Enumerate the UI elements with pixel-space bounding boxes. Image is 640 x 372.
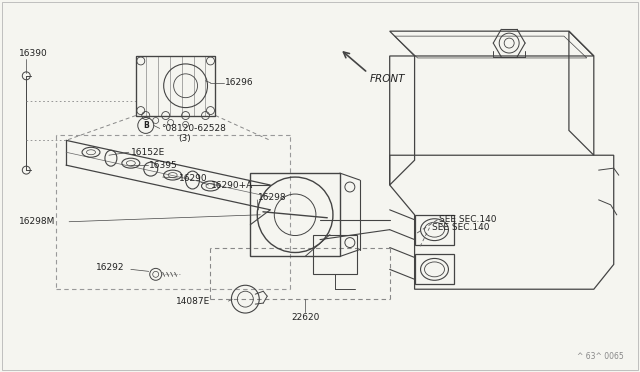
- Text: (3): (3): [179, 134, 191, 143]
- Text: 14087E: 14087E: [175, 296, 210, 306]
- Text: ^ 63^ 0065: ^ 63^ 0065: [577, 352, 623, 361]
- Text: °08120-62528: °08120-62528: [161, 124, 225, 133]
- Text: 16298: 16298: [259, 193, 287, 202]
- Text: SEE SEC.140: SEE SEC.140: [431, 223, 489, 232]
- Text: SEE SEC.140: SEE SEC.140: [440, 215, 497, 224]
- Text: 16390: 16390: [19, 48, 48, 58]
- Text: 22620: 22620: [291, 312, 319, 321]
- Text: B: B: [143, 121, 148, 130]
- Text: 16292: 16292: [96, 263, 124, 272]
- Text: 16395: 16395: [148, 161, 177, 170]
- Text: 16290: 16290: [179, 174, 207, 183]
- Text: 16296: 16296: [225, 78, 254, 87]
- Text: 16152E: 16152E: [131, 148, 165, 157]
- Text: 16290+A: 16290+A: [211, 180, 253, 189]
- Text: 16298M: 16298M: [19, 217, 56, 226]
- Text: FRONT: FRONT: [370, 74, 405, 84]
